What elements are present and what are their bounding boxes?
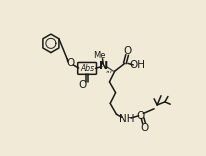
Text: OH: OH	[129, 60, 145, 70]
Text: Me: Me	[93, 51, 106, 60]
Text: O: O	[66, 58, 75, 68]
Text: O: O	[79, 80, 87, 90]
Text: N: N	[99, 61, 109, 71]
FancyBboxPatch shape	[78, 62, 96, 74]
Text: O: O	[124, 46, 132, 56]
Text: Abs: Abs	[80, 64, 94, 73]
Text: ,,,: ,,,	[105, 65, 112, 74]
Text: O: O	[137, 111, 145, 121]
Text: NH: NH	[119, 114, 134, 124]
Text: O: O	[140, 123, 148, 133]
